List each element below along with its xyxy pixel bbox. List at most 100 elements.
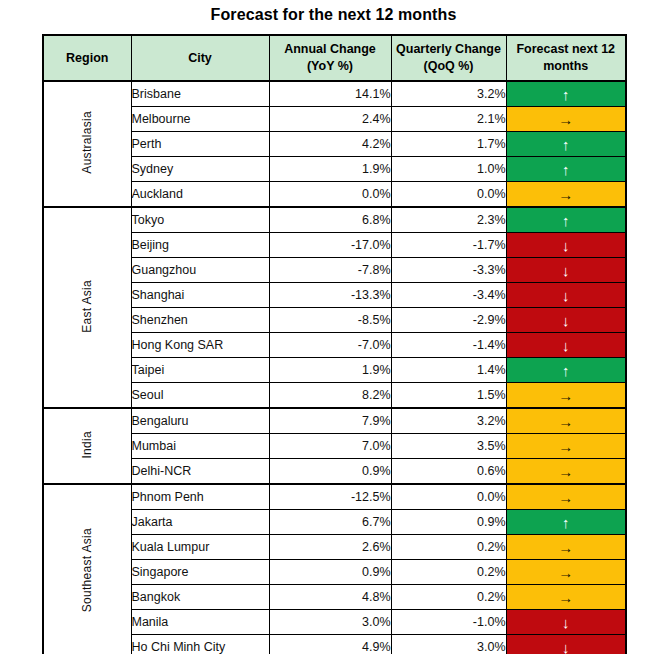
col-header-region-label: Region — [44, 50, 131, 67]
forecast-up-arrow-cell: ↑ — [506, 132, 626, 157]
quarterly-cell: 3.2% — [391, 81, 506, 107]
table-row: Kuala Lumpur 2.6% 0.2% → — [43, 535, 626, 560]
col-header-quarterly-label: Quarterly Change — [392, 41, 506, 58]
annual-cell: 0.9% — [269, 459, 391, 485]
quarterly-cell: 0.0% — [391, 182, 506, 208]
col-header-annual-sub: (YoY %) — [270, 58, 391, 75]
quarterly-cell: 0.0% — [391, 484, 506, 510]
table-row: Seoul 8.2% 1.5% → — [43, 383, 626, 409]
quarterly-cell: 1.5% — [391, 383, 506, 409]
city-cell: Jakarta — [131, 510, 269, 535]
forecast-right-arrow-cell: → — [506, 560, 626, 585]
table-row: IndiaBengaluru 7.9% 3.2% → — [43, 408, 626, 434]
city-cell: Beijing — [131, 233, 269, 258]
table-row: Bangkok 4.8% 0.2% → — [43, 585, 626, 610]
annual-cell: 0.0% — [269, 182, 391, 208]
table-row: Delhi-NCR 0.9% 0.6% → — [43, 459, 626, 485]
forecast-up-arrow-cell: ↑ — [506, 157, 626, 182]
annual-cell: -7.0% — [269, 333, 391, 358]
col-header-forecast-label: Forecast next 12 — [507, 41, 626, 58]
annual-cell: -8.5% — [269, 308, 391, 333]
city-cell: Delhi-NCR — [131, 459, 269, 485]
col-header-annual-label: Annual Change — [270, 41, 391, 58]
table-header: Region City Annual Change (YoY %) Quarte… — [43, 35, 626, 81]
table-row: Taipei 1.9% 1.4% ↑ — [43, 358, 626, 383]
col-header-region: Region — [43, 35, 131, 81]
forecast-right-arrow-cell: → — [506, 484, 626, 510]
quarterly-cell: -3.4% — [391, 283, 506, 308]
city-cell: Sydney — [131, 157, 269, 182]
forecast-right-arrow-cell: → — [506, 408, 626, 434]
city-cell: Mumbai — [131, 434, 269, 459]
annual-cell: 0.9% — [269, 560, 391, 585]
city-cell: Melbourne — [131, 107, 269, 132]
city-cell: Taipei — [131, 358, 269, 383]
annual-cell: -13.3% — [269, 283, 391, 308]
table-body: AustralasiaBrisbane 14.1% 3.2% ↑ Melbour… — [43, 81, 626, 654]
annual-cell: -17.0% — [269, 233, 391, 258]
forecast-up-arrow-cell: ↑ — [506, 510, 626, 535]
region-label-cell: East Asia — [43, 207, 131, 408]
region-label: Australasia — [80, 111, 94, 174]
table-row: Perth 4.2% 1.7% ↑ — [43, 132, 626, 157]
quarterly-cell: 0.9% — [391, 510, 506, 535]
forecast-down-arrow-cell: ↓ — [506, 233, 626, 258]
region-label: East Asia — [80, 280, 94, 333]
table-row: Guangzhou -7.8% -3.3% ↓ — [43, 258, 626, 283]
city-cell: Manila — [131, 610, 269, 635]
annual-cell: -7.8% — [269, 258, 391, 283]
annual-cell: 4.2% — [269, 132, 391, 157]
quarterly-cell: 2.3% — [391, 207, 506, 233]
annual-cell: 1.9% — [269, 157, 391, 182]
header-row: Region City Annual Change (YoY %) Quarte… — [43, 35, 626, 81]
table-row: AustralasiaBrisbane 14.1% 3.2% ↑ — [43, 81, 626, 107]
table-row: Melbourne 2.4% 2.1% → — [43, 107, 626, 132]
region-label: Southeast Asia — [80, 528, 94, 612]
quarterly-cell: 3.2% — [391, 408, 506, 434]
page-title: Forecast for the next 12 months — [42, 6, 625, 24]
city-cell: Hong Kong SAR — [131, 333, 269, 358]
table-row: Shenzhen -8.5% -2.9% ↓ — [43, 308, 626, 333]
col-header-city-label: City — [132, 50, 269, 67]
city-cell: Shanghai — [131, 283, 269, 308]
forecast-right-arrow-cell: → — [506, 535, 626, 560]
col-header-annual: Annual Change (YoY %) — [269, 35, 391, 81]
city-cell: Kuala Lumpur — [131, 535, 269, 560]
annual-cell: 2.6% — [269, 535, 391, 560]
city-cell: Ho Chi Minh City — [131, 635, 269, 654]
forecast-right-arrow-cell: → — [506, 383, 626, 409]
city-cell: Guangzhou — [131, 258, 269, 283]
city-cell: Auckland — [131, 182, 269, 208]
forecast-right-arrow-cell: → — [506, 434, 626, 459]
table-row: Sydney 1.9% 1.0% ↑ — [43, 157, 626, 182]
annual-cell: 8.2% — [269, 383, 391, 409]
forecast-right-arrow-cell: → — [506, 182, 626, 208]
region-label-cell: Southeast Asia — [43, 484, 131, 654]
quarterly-cell: -1.4% — [391, 333, 506, 358]
quarterly-cell: 3.5% — [391, 434, 506, 459]
col-header-quarterly-sub: (QoQ %) — [392, 58, 506, 75]
quarterly-cell: 0.2% — [391, 560, 506, 585]
forecast-down-arrow-cell: ↓ — [506, 610, 626, 635]
forecast-down-arrow-cell: ↓ — [506, 333, 626, 358]
forecast-right-arrow-cell: → — [506, 459, 626, 485]
quarterly-cell: 2.1% — [391, 107, 506, 132]
table-row: Beijing -17.0% -1.7% ↓ — [43, 233, 626, 258]
quarterly-cell: -1.7% — [391, 233, 506, 258]
region-label-cell: Australasia — [43, 81, 131, 207]
city-cell: Seoul — [131, 383, 269, 409]
city-cell: Phnom Penh — [131, 484, 269, 510]
annual-cell: 6.8% — [269, 207, 391, 233]
forecast-table: Region City Annual Change (YoY %) Quarte… — [42, 34, 627, 654]
table-row: Ho Chi Minh City 4.9% 3.0% ↓ — [43, 635, 626, 654]
annual-cell: 6.7% — [269, 510, 391, 535]
city-cell: Bengaluru — [131, 408, 269, 434]
annual-cell: 1.9% — [269, 358, 391, 383]
quarterly-cell: -1.0% — [391, 610, 506, 635]
quarterly-cell: 3.0% — [391, 635, 506, 654]
table-row: Auckland 0.0% 0.0% → — [43, 182, 626, 208]
table-row: Hong Kong SAR -7.0% -1.4% ↓ — [43, 333, 626, 358]
table-row: Manila 3.0% -1.0% ↓ — [43, 610, 626, 635]
city-cell: Perth — [131, 132, 269, 157]
col-header-city: City — [131, 35, 269, 81]
